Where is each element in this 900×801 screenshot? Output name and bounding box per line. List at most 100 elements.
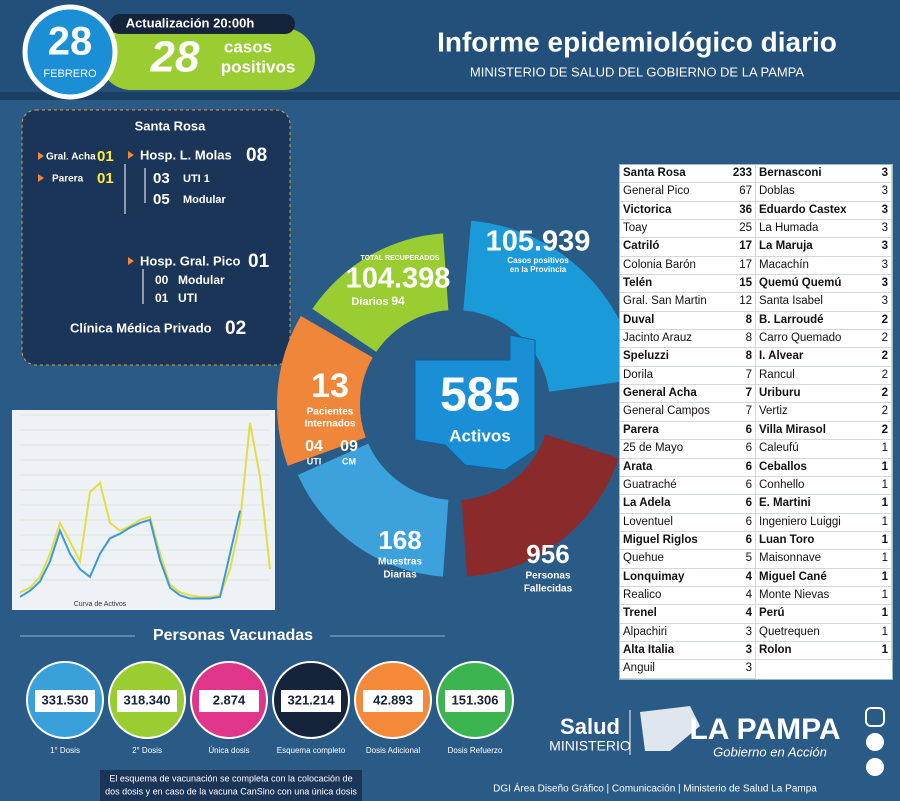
table-row: Luan Toro 1	[756, 531, 892, 551]
table-row: Monte Nievas 1	[756, 586, 892, 606]
locality: Lonquimay	[623, 570, 685, 583]
table-row: Trenel 4	[620, 605, 756, 624]
count: 2	[881, 350, 888, 363]
locality: Ingeniero Luiggi	[759, 515, 841, 528]
count: 6	[745, 442, 752, 455]
locality: 25 de Mayo	[623, 442, 684, 455]
table-column: Santa Rosa 233 General Pico 67 Victorica 36 To…	[620, 165, 756, 679]
note: dos dosis y en caso de la vacuna CanSino…	[105, 786, 357, 796]
hospital-label: UTI 1	[183, 173, 210, 185]
locality: Uriburu	[759, 387, 801, 400]
label: Diarias	[383, 570, 417, 581]
facebook-icon[interactable]	[866, 733, 884, 751]
table-row: Bernasconi 3	[756, 165, 892, 184]
hospital-panel	[21, 109, 291, 366]
count: 1	[881, 533, 888, 546]
table-row: La Maruja 3	[756, 238, 892, 257]
twitter-icon[interactable]	[866, 758, 884, 776]
table-row: La Adela 6	[620, 495, 756, 514]
value: 09	[340, 438, 358, 455]
count: 1	[881, 442, 888, 455]
count: 6	[745, 497, 752, 510]
table-row: Rolon 1	[756, 641, 892, 661]
hospital-value: 01	[248, 251, 270, 272]
vaccine-value: 42.893	[373, 692, 413, 707]
table-row: Santa Rosa 233	[620, 165, 756, 184]
instagram-icon[interactable]	[865, 707, 885, 727]
salud: Salud	[560, 714, 620, 739]
title: Informe epidemiológico diario	[437, 26, 837, 57]
count: 4	[745, 588, 752, 601]
count: 4	[745, 607, 752, 620]
table-row: Jacinto Arauz 8	[620, 330, 756, 349]
count: 67	[739, 185, 752, 198]
count: 1	[881, 552, 888, 565]
muestras-sector	[297, 443, 449, 577]
note-box	[100, 770, 362, 801]
hospital-label: Modular	[178, 273, 225, 287]
table-row: Guatraché 6	[620, 476, 756, 496]
locality: Luan Toro	[759, 533, 815, 546]
label: en la Provincia	[510, 265, 567, 274]
label: Diarios	[351, 296, 388, 308]
count: 3	[745, 662, 752, 675]
count: 1	[881, 607, 888, 620]
locality: Alpachiri	[623, 625, 668, 638]
vaccine-label: Esquema completo	[277, 746, 346, 755]
vaccine-label: Dosis Adicional	[366, 746, 420, 755]
count: 3	[881, 240, 888, 253]
vaccine-label: 2° Dosis	[132, 746, 162, 755]
table-row: Gral. San Martin 12	[620, 293, 756, 312]
table-row: Caleufú 1	[756, 440, 892, 459]
table-row: Alta Italia 3	[620, 641, 756, 661]
table-row: Ceballos 1	[756, 458, 892, 477]
locality: Colonia Barón	[623, 258, 696, 271]
locality: Toay	[623, 222, 648, 235]
count: 6	[745, 478, 752, 491]
localities-table: Santa Rosa 233 General Pico 67 Victorica 36 To…	[619, 164, 893, 680]
table-row: Anguil 3	[620, 660, 756, 679]
locality: La Adela	[623, 497, 671, 510]
value: 04	[305, 438, 323, 455]
tagline: Gobierno en Acción	[713, 744, 827, 759]
table-row: I. Alvear 2	[756, 348, 892, 367]
count: 3	[881, 277, 888, 290]
table-row: Alpachiri 3	[620, 623, 756, 642]
value: 104.398	[346, 263, 451, 295]
province-shape	[414, 334, 536, 471]
cases-label: positivos	[221, 57, 296, 76]
table-row: B. Larroudé 2	[756, 311, 892, 331]
locality: Alta Italia	[623, 643, 675, 656]
vaccine-value: 321.214	[288, 692, 336, 707]
locality: B. Larroudé	[759, 313, 824, 326]
table-row: Dorila 7	[620, 366, 756, 386]
curve-line	[19, 510, 241, 600]
table-row: Realico 4	[620, 586, 756, 606]
count: 7	[745, 405, 752, 418]
count: 15	[739, 277, 752, 290]
value: 94	[391, 294, 405, 308]
value: 585	[440, 369, 520, 422]
count: 8	[745, 332, 752, 345]
table-row: Catriló 17	[620, 238, 756, 257]
locality: General Acha	[623, 387, 697, 400]
locality: Vertiz	[759, 405, 788, 418]
fallecidos-sector	[461, 434, 619, 577]
locality: Telén	[623, 277, 653, 290]
table-row: Toay 25	[620, 220, 756, 239]
table-row: Loventuel 6	[620, 513, 756, 532]
cases-number: 28	[150, 33, 200, 82]
locality: Caleufú	[759, 442, 799, 455]
count: 17	[739, 240, 752, 253]
table-row: La Humada 3	[756, 220, 892, 239]
table-row: Eduardo Castex 3	[756, 201, 892, 221]
panel-title: Santa Rosa	[135, 118, 207, 133]
count: 2	[881, 332, 888, 345]
table-row: Arata 6	[620, 458, 756, 477]
locality: General Pico	[623, 185, 690, 198]
count: 3	[881, 167, 888, 179]
count: 1	[881, 570, 888, 583]
note: El esquema de vacunación se completa con…	[109, 773, 352, 783]
